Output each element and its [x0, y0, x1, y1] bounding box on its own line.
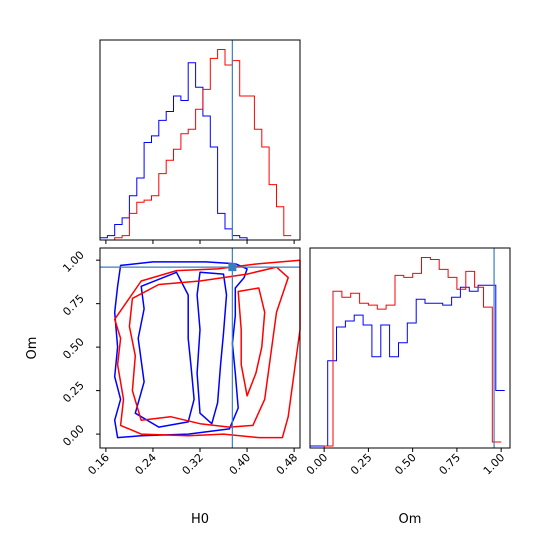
contour-xtick-label-3: 0.40 — [227, 451, 254, 478]
contour-h0-om-panel: 0.16 0.24 0.32 0.40 0.48 0.00 0.25 0.50 0.75 1.0… — [25, 247, 301, 527]
contour-ytick-label-2: 0.50 — [60, 335, 87, 362]
truth-point-marker — [228, 263, 237, 272]
contour-xtick-label-0: 0.16 — [85, 451, 112, 478]
contour-line-4 — [128, 266, 289, 428]
hist-h0-series-0 — [99, 62, 262, 241]
contour-ytick-label-3: 0.75 — [60, 292, 87, 319]
contour-ytick-label-1: 0.25 — [60, 379, 87, 406]
contour-xtick-label-1: 0.24 — [133, 451, 160, 478]
histogram-om-frame — [309, 247, 511, 449]
contour-line-1 — [134, 271, 195, 428]
hist-h0-series-1 — [114, 49, 292, 240]
contour-xtick-label-2: 0.32 — [180, 451, 207, 478]
hist-om-xtick-label-1: 0.25 — [348, 451, 375, 478]
hist-om-xtick-label-4: 1.00 — [481, 451, 508, 478]
hist-om-xtick-label-0: 0.00 — [304, 451, 331, 478]
contour-line-3 — [113, 259, 301, 439]
contour-ytick-label-4: 1.00 — [60, 248, 87, 275]
hist-om-series-1 — [323, 257, 502, 448]
x-axis-label-h0: H0 — [191, 512, 209, 527]
contour-frame — [99, 247, 301, 449]
hist-om-xtick-label-2: 0.50 — [392, 451, 419, 478]
x-axis-label-om: Om — [399, 512, 422, 527]
histogram-h0-frame — [99, 39, 301, 241]
y-axis-label-om: Om — [25, 337, 40, 360]
histogram-om-panel: 0.00 0.25 0.50 0.75 1.00 Om — [304, 247, 511, 527]
hist-om-xtick-label-3: 0.75 — [437, 451, 464, 478]
contour-line-5 — [237, 287, 266, 397]
histogram-h0-panel — [99, 39, 301, 244]
contour-line-2 — [196, 271, 228, 425]
contour-xtick-label-4: 0.48 — [274, 451, 301, 478]
contour-ytick-label-0: 0.00 — [60, 422, 87, 449]
hist-om-series-0 — [309, 284, 505, 448]
